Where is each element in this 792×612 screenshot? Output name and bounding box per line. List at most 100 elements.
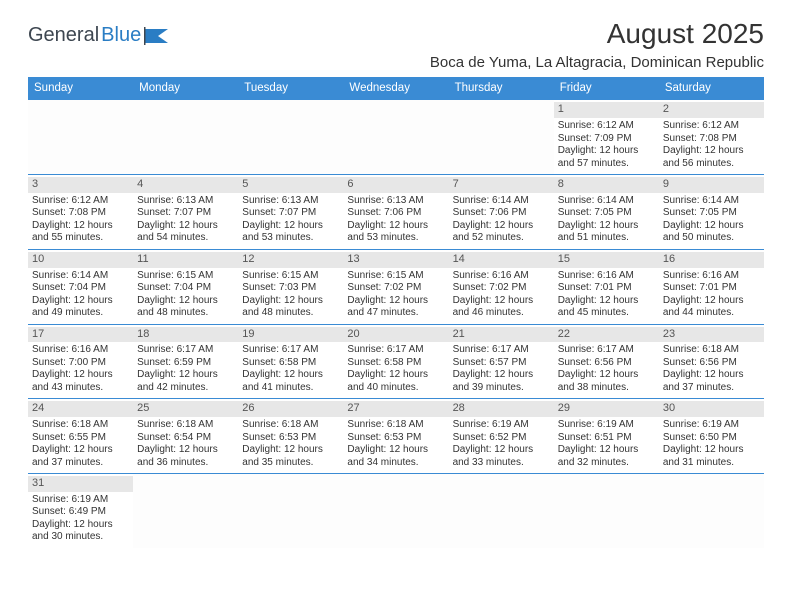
day-number: 30 <box>659 401 764 417</box>
calendar-day-cell: 14Sunrise: 6:16 AMSunset: 7:02 PMDayligh… <box>449 249 554 324</box>
day-detail-line: Daylight: 12 hours <box>32 369 129 382</box>
calendar-day-cell: 3Sunrise: 6:12 AMSunset: 7:08 PMDaylight… <box>28 175 133 250</box>
calendar-day-cell: 30Sunrise: 6:19 AMSunset: 6:50 PMDayligh… <box>659 399 764 474</box>
day-detail-line: and 42 minutes. <box>137 382 234 395</box>
day-detail-line: Daylight: 12 hours <box>32 295 129 308</box>
calendar-day-cell: 29Sunrise: 6:19 AMSunset: 6:51 PMDayligh… <box>554 399 659 474</box>
day-number: 11 <box>133 252 238 268</box>
day-detail-line: Sunset: 6:59 PM <box>137 357 234 370</box>
calendar-week-row: 1Sunrise: 6:12 AMSunset: 7:09 PMDaylight… <box>28 100 764 174</box>
calendar-day-cell: 18Sunrise: 6:17 AMSunset: 6:59 PMDayligh… <box>133 324 238 399</box>
day-number: 31 <box>28 476 133 492</box>
weekday-header: Wednesday <box>343 77 448 100</box>
day-number: 3 <box>28 177 133 193</box>
day-detail-line: Daylight: 12 hours <box>137 369 234 382</box>
day-detail-line: Sunset: 6:57 PM <box>453 357 550 370</box>
calendar-day-cell: 12Sunrise: 6:15 AMSunset: 7:03 PMDayligh… <box>238 249 343 324</box>
day-detail-line: Sunset: 6:55 PM <box>32 432 129 445</box>
day-detail-line: Sunset: 7:06 PM <box>347 207 444 220</box>
day-detail-line: Daylight: 12 hours <box>242 220 339 233</box>
day-detail-line: Sunset: 7:02 PM <box>453 282 550 295</box>
day-number: 9 <box>659 177 764 193</box>
day-detail-line: and 55 minutes. <box>32 232 129 245</box>
day-detail-line: Daylight: 12 hours <box>347 369 444 382</box>
day-detail-line: Daylight: 12 hours <box>242 444 339 457</box>
day-number: 21 <box>449 327 554 343</box>
day-detail-line: Daylight: 12 hours <box>453 369 550 382</box>
day-detail-line: Daylight: 12 hours <box>347 444 444 457</box>
day-detail-line: Sunset: 7:03 PM <box>242 282 339 295</box>
day-number: 28 <box>449 401 554 417</box>
day-detail-line: Sunrise: 6:16 AM <box>32 344 129 357</box>
day-detail-line: Daylight: 12 hours <box>137 444 234 457</box>
day-detail-line: Sunrise: 6:18 AM <box>242 419 339 432</box>
weekday-header: Tuesday <box>238 77 343 100</box>
day-detail-line: and 54 minutes. <box>137 232 234 245</box>
day-number: 22 <box>554 327 659 343</box>
day-detail-line: Daylight: 12 hours <box>32 220 129 233</box>
weekday-header: Saturday <box>659 77 764 100</box>
day-number: 29 <box>554 401 659 417</box>
day-detail-line: and 34 minutes. <box>347 457 444 470</box>
day-detail-line: Sunset: 7:09 PM <box>558 133 655 146</box>
day-detail-line: Sunset: 7:07 PM <box>137 207 234 220</box>
day-detail-line: Daylight: 12 hours <box>242 369 339 382</box>
calendar-day-cell: 28Sunrise: 6:19 AMSunset: 6:52 PMDayligh… <box>449 399 554 474</box>
day-detail-line: Daylight: 12 hours <box>32 444 129 457</box>
calendar-empty-cell <box>659 474 764 548</box>
day-detail-line: Sunset: 7:05 PM <box>558 207 655 220</box>
day-detail-line: Daylight: 12 hours <box>558 444 655 457</box>
day-detail-line: and 39 minutes. <box>453 382 550 395</box>
calendar-day-cell: 2Sunrise: 6:12 AMSunset: 7:08 PMDaylight… <box>659 100 764 174</box>
day-detail-line: and 45 minutes. <box>558 307 655 320</box>
day-detail-line: Sunrise: 6:13 AM <box>347 195 444 208</box>
day-number: 5 <box>238 177 343 193</box>
title-block: August 2025 Boca de Yuma, La Altagracia,… <box>430 18 764 71</box>
day-detail-line: Sunrise: 6:14 AM <box>32 270 129 283</box>
day-detail-line: Daylight: 12 hours <box>32 519 129 532</box>
day-detail-line: Sunset: 6:50 PM <box>663 432 760 445</box>
day-number: 17 <box>28 327 133 343</box>
day-detail-line: and 43 minutes. <box>32 382 129 395</box>
day-detail-line: Sunrise: 6:14 AM <box>663 195 760 208</box>
day-detail-line: and 36 minutes. <box>137 457 234 470</box>
calendar-page: General Blue August 2025 Boca de Yuma, L… <box>0 0 792 566</box>
day-number: 2 <box>659 102 764 118</box>
calendar-day-cell: 6Sunrise: 6:13 AMSunset: 7:06 PMDaylight… <box>343 175 448 250</box>
day-detail-line: Daylight: 12 hours <box>453 220 550 233</box>
calendar-day-cell: 11Sunrise: 6:15 AMSunset: 7:04 PMDayligh… <box>133 249 238 324</box>
day-detail-line: Sunrise: 6:19 AM <box>558 419 655 432</box>
logo-word-1: General <box>28 24 99 47</box>
day-number: 26 <box>238 401 343 417</box>
day-detail-line: Sunrise: 6:18 AM <box>137 419 234 432</box>
day-detail-line: Daylight: 12 hours <box>347 295 444 308</box>
day-detail-line: and 57 minutes. <box>558 158 655 171</box>
calendar-day-cell: 5Sunrise: 6:13 AMSunset: 7:07 PMDaylight… <box>238 175 343 250</box>
weekday-header: Friday <box>554 77 659 100</box>
calendar-empty-cell <box>238 474 343 548</box>
day-detail-line: Sunrise: 6:14 AM <box>453 195 550 208</box>
logo-word-2: Blue <box>101 24 141 47</box>
calendar-day-cell: 26Sunrise: 6:18 AMSunset: 6:53 PMDayligh… <box>238 399 343 474</box>
calendar-empty-cell <box>554 474 659 548</box>
calendar-day-cell: 19Sunrise: 6:17 AMSunset: 6:58 PMDayligh… <box>238 324 343 399</box>
day-detail-line: Daylight: 12 hours <box>663 444 760 457</box>
day-number: 4 <box>133 177 238 193</box>
calendar-day-cell: 8Sunrise: 6:14 AMSunset: 7:05 PMDaylight… <box>554 175 659 250</box>
day-detail-line: and 47 minutes. <box>347 307 444 320</box>
calendar-day-cell: 15Sunrise: 6:16 AMSunset: 7:01 PMDayligh… <box>554 249 659 324</box>
calendar-empty-cell <box>28 100 133 174</box>
weekday-header: Sunday <box>28 77 133 100</box>
day-detail-line: Sunrise: 6:15 AM <box>242 270 339 283</box>
day-number: 24 <box>28 401 133 417</box>
day-detail-line: Sunset: 7:07 PM <box>242 207 339 220</box>
day-number: 18 <box>133 327 238 343</box>
day-number: 6 <box>343 177 448 193</box>
day-detail-line: and 53 minutes. <box>347 232 444 245</box>
calendar-day-cell: 9Sunrise: 6:14 AMSunset: 7:05 PMDaylight… <box>659 175 764 250</box>
day-detail-line: Daylight: 12 hours <box>558 369 655 382</box>
day-detail-line: Sunset: 7:01 PM <box>663 282 760 295</box>
day-detail-line: Sunrise: 6:17 AM <box>558 344 655 357</box>
calendar-empty-cell <box>449 474 554 548</box>
day-detail-line: Daylight: 12 hours <box>558 295 655 308</box>
